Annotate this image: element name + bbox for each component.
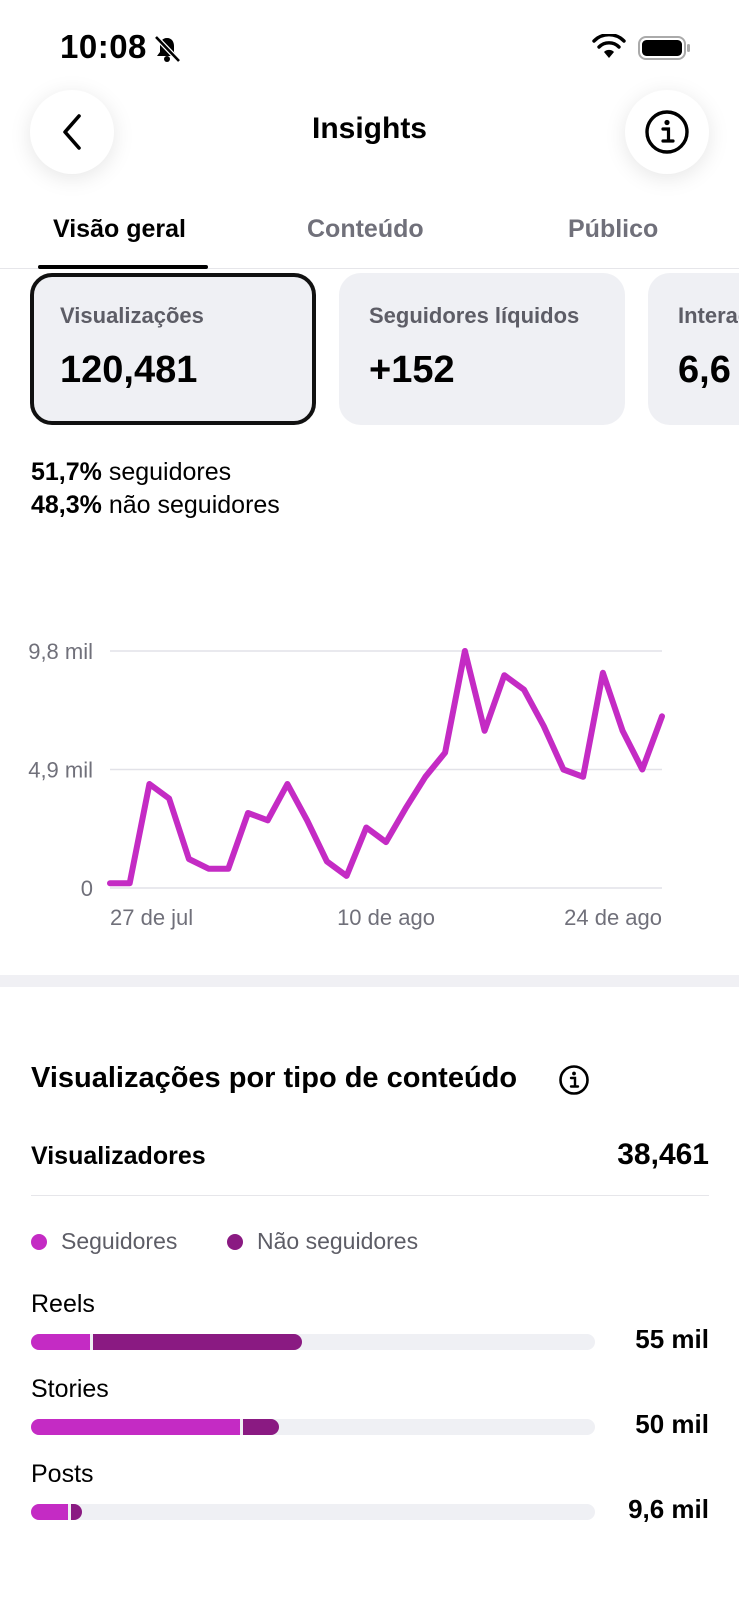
bar-segment-nonfollowers (93, 1334, 302, 1350)
bar-value: 50 mil (635, 1409, 709, 1439)
content-type-row-stories[interactable]: Stories 50 mil (31, 1375, 709, 1445)
legend-dot-followers (31, 1233, 47, 1250)
bar-segment-followers (31, 1419, 240, 1435)
bar-segment-followers (31, 1334, 91, 1350)
chevron-left-icon (63, 114, 81, 150)
bar-segment-followers (31, 1504, 68, 1520)
active-tab-indicator (38, 265, 208, 269)
bar-value: 9,6 mil (628, 1494, 709, 1524)
chart-svg: 0 4,9 mil 9,8 mil 27 de jul 10 de ago 24 de a… (28, 639, 665, 930)
y-tick-label: 9,8 mil (28, 639, 93, 664)
metric-card-net-followers[interactable]: Seguidores líquidos +152 (339, 273, 625, 425)
metric-value: 6,6 mil (678, 349, 739, 391)
nonfollowers-percent: 48,3% (31, 491, 102, 519)
info-icon (645, 110, 689, 154)
bar-label: Reels (31, 1290, 95, 1318)
bar-track (31, 1419, 595, 1435)
x-tick-label: 27 de jul (110, 905, 193, 930)
followers-breakdown: 51,7% seguidores 48,3% não seguidores (31, 456, 280, 522)
bar-segment-nonfollowers (242, 1419, 280, 1435)
views-line-chart[interactable]: 0 4,9 mil 9,8 mil 27 de jul 10 de ago 24 de a… (0, 620, 739, 940)
bar-segment-nonfollowers (70, 1504, 82, 1520)
viewers-label: Visualizadores (31, 1142, 206, 1170)
bell-muted-icon (154, 35, 181, 63)
legend-dot-nonfollowers (227, 1233, 243, 1250)
bar-value: 55 mil (635, 1324, 709, 1354)
tab-audience[interactable]: Público (568, 215, 659, 243)
viewers-row: Visualizadores 38,461 (31, 1136, 709, 1196)
series-line (107, 648, 665, 887)
back-button[interactable] (30, 90, 114, 174)
y-tick-label: 4,9 mil (28, 758, 93, 783)
header: Insights (0, 90, 739, 200)
followers-line: 51,7% seguidores (31, 456, 280, 489)
y-tick-label: 0 (81, 876, 93, 901)
nonfollowers-line: 48,3% não seguidores (31, 489, 280, 522)
x-tick-label: 24 de ago (564, 905, 662, 930)
info-button[interactable] (625, 90, 709, 174)
tab-bar: Visão geral Conteúdo Público (0, 205, 739, 269)
x-tick-label: 10 de ago (337, 905, 435, 930)
legend-label: Não seguidores (257, 1228, 419, 1254)
followers-percent: 51,7% (31, 458, 102, 486)
legend-item-followers: Seguidores (31, 1228, 177, 1255)
metric-cards: Visualizações 120,481 Seguidores líquido… (30, 273, 739, 425)
status-time: 10:08 (60, 28, 147, 65)
metric-label: Interações (678, 303, 739, 328)
info-icon[interactable] (558, 1064, 590, 1096)
metric-label: Seguidores líquidos (369, 303, 580, 328)
bar-label: Posts (31, 1460, 94, 1488)
tab-content[interactable]: Conteúdo (307, 215, 424, 243)
battery-icon (638, 36, 690, 60)
metric-value: +152 (369, 349, 455, 391)
nonfollowers-text: não seguidores (108, 491, 280, 519)
viewers-value: 38,461 (617, 1138, 709, 1171)
wifi-icon (592, 34, 626, 58)
tab-overview[interactable]: Visão geral (53, 215, 186, 243)
legend-item-nonfollowers: Não seguidores (227, 1228, 418, 1255)
metric-card-views[interactable]: Visualizações 120,481 (30, 273, 316, 425)
status-bar: 10:08 (0, 0, 739, 92)
bar-track (31, 1504, 595, 1520)
section-divider (0, 975, 739, 987)
content-type-row-reels[interactable]: Reels 55 mil (31, 1290, 709, 1360)
bar-label: Stories (31, 1375, 109, 1403)
content-type-row-posts[interactable]: Posts 9,6 mil (31, 1460, 709, 1530)
page-title: Insights (311, 112, 427, 145)
metric-label: Visualizações (60, 303, 204, 328)
metric-value: 120,481 (60, 349, 198, 391)
legend-label: Seguidores (61, 1228, 178, 1254)
section-title: Visualizações por tipo de conteúdo (31, 1062, 518, 1094)
metric-card-interactions[interactable]: Interações 6,6 mil (648, 273, 739, 425)
followers-text: seguidores (108, 458, 232, 486)
bar-track (31, 1334, 595, 1350)
